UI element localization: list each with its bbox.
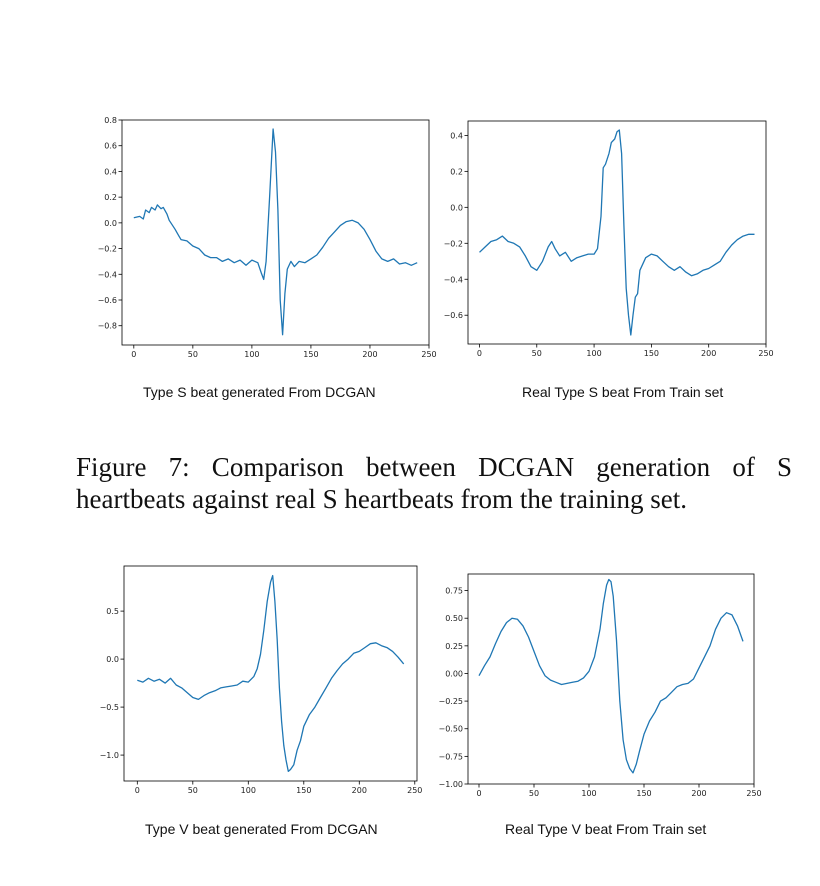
chart-v-generated: 0 50 100 150 200 250 −1.0 −0.5 0.0 0.5 [90,558,435,808]
x-tick-label: 250 [407,786,422,795]
y-tick-label: 0.0 [450,203,463,212]
chart-s-real: 0 50 100 150 200 250 −0.6 −0.4 −0.2 0.0 0.2 0.4 [432,113,777,363]
x-tick-label: 0 [135,786,140,795]
chart-v-real-svg: 0 50 100 150 200 250 −1.00 −0.75 −0.50 −0.25 0.00 0… [438,573,762,798]
y-tick-label: 0.0 [106,655,119,664]
x-tick-label: 150 [636,789,651,798]
x-tick-label: 50 [532,349,542,358]
y-tick-label: −0.4 [98,270,117,279]
series-line [137,574,405,773]
x-tick-label: 200 [691,789,706,798]
x-tick-label: 0 [477,349,482,358]
y-tick-label: −0.2 [98,245,117,254]
chart-s-real-svg: 0 50 100 150 200 250 −0.6 −0.4 −0.2 0.0 0.2 0.4 [444,120,774,358]
y-tick-label: 0.5 [106,607,119,616]
y-tick-label: −0.5 [100,703,119,712]
x-tick-label: 200 [352,786,367,795]
x-tick-label: 50 [529,789,539,798]
y-tick-label: −0.6 [98,296,117,305]
y-tick-label: 0.2 [450,167,463,176]
x-tick-label: 150 [296,786,311,795]
y-tick-label: 0.75 [445,587,463,596]
series-line [133,128,418,336]
plot-frame [467,120,767,345]
y-tick-label: 0.0 [104,219,117,228]
chart-v-real: 0 50 100 150 200 250 −1.00 −0.75 −0.50 −0.25 0.00 0… [432,566,777,816]
chart-s-generated-svg: 0 50 100 150 200 250 −0.8 −0.6 −0.4 −0.2 0.0 0.2 0.4… [98,116,437,359]
subcaption-v-generated: Type V beat generated From DCGAN [145,821,378,837]
x-tick-label: 250 [421,350,436,359]
y-tick-label: −0.4 [444,275,463,284]
subcaption-v-real: Real Type V beat From Train set [505,821,707,837]
x-tick-label: 150 [303,350,318,359]
chart-s-generated: 0 50 100 150 200 250 −0.8 −0.6 −0.4 −0.2 0.0 0.2 0.4… [90,112,437,362]
y-tick-label: 0.50 [445,614,463,623]
plot-frame [467,573,755,785]
x-tick-label: 100 [241,786,256,795]
y-tick-label: −0.25 [438,697,463,706]
x-tick-label: 100 [581,789,596,798]
y-tick-label: −0.75 [438,752,463,761]
y-tick-label: 0.2 [104,193,117,202]
y-tick-label: −0.8 [98,322,117,331]
x-tick-label: 100 [244,350,259,359]
x-tick-label: 0 [131,350,136,359]
y-tick-label: −0.6 [444,311,463,320]
x-tick-label: 250 [746,789,761,798]
y-tick-label: 0.4 [450,131,463,140]
x-tick-label: 250 [758,349,773,358]
y-tick-label: −0.2 [444,239,463,248]
x-tick-label: 150 [644,349,659,358]
figure-7-caption: Figure 7: Comparison between DCGAN gener… [76,452,792,514]
plot-frame [123,565,418,782]
series-line [479,129,755,336]
x-tick-label: 100 [586,349,601,358]
y-tick-label: −0.50 [438,725,463,734]
plot-frame [121,119,430,346]
series-line [478,578,744,774]
x-tick-label: 200 [362,350,377,359]
y-tick-label: 0.6 [104,142,117,151]
x-tick-label: 50 [188,786,198,795]
x-tick-label: 200 [701,349,716,358]
y-tick-label: 0.00 [445,669,463,678]
y-tick-label: 0.4 [104,167,117,176]
x-tick-label: 50 [188,350,198,359]
chart-v-generated-svg: 0 50 100 150 200 250 −1.0 −0.5 0.0 0.5 [100,565,422,795]
y-tick-label: −1.0 [100,751,119,760]
y-tick-label: 0.8 [104,116,117,125]
y-tick-label: 0.25 [445,642,463,651]
x-tick-label: 0 [476,789,481,798]
y-tick-label: −1.00 [438,780,463,789]
subcaption-s-generated: Type S beat generated From DCGAN [143,384,376,400]
subcaption-s-real: Real Type S beat From Train set [522,384,724,400]
